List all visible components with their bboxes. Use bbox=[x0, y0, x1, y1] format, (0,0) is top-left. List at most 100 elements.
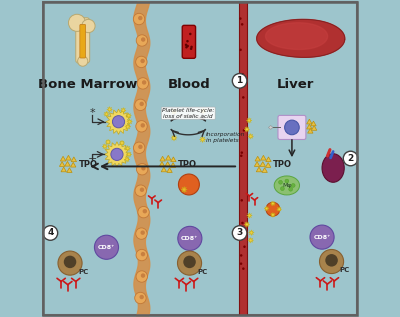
Text: TPO: TPO bbox=[273, 160, 292, 169]
FancyBboxPatch shape bbox=[182, 25, 196, 58]
Text: PC: PC bbox=[340, 267, 350, 273]
Circle shape bbox=[280, 187, 284, 191]
Circle shape bbox=[140, 59, 145, 63]
Circle shape bbox=[289, 187, 292, 191]
Circle shape bbox=[58, 251, 82, 275]
Polygon shape bbox=[199, 136, 206, 143]
Circle shape bbox=[185, 46, 188, 49]
Polygon shape bbox=[244, 222, 250, 227]
Circle shape bbox=[140, 188, 144, 192]
Circle shape bbox=[141, 166, 146, 171]
Polygon shape bbox=[246, 213, 252, 218]
Text: Bone Marrow: Bone Marrow bbox=[38, 77, 137, 91]
Polygon shape bbox=[171, 108, 177, 115]
Polygon shape bbox=[270, 201, 276, 206]
Polygon shape bbox=[127, 119, 132, 125]
Polygon shape bbox=[159, 162, 165, 166]
Circle shape bbox=[178, 226, 202, 250]
Polygon shape bbox=[308, 128, 313, 133]
Polygon shape bbox=[307, 119, 312, 124]
Circle shape bbox=[142, 80, 146, 85]
Circle shape bbox=[138, 145, 143, 149]
Circle shape bbox=[136, 35, 148, 46]
Polygon shape bbox=[125, 124, 130, 130]
Circle shape bbox=[240, 151, 243, 154]
Circle shape bbox=[190, 48, 192, 50]
Circle shape bbox=[232, 74, 247, 88]
Circle shape bbox=[136, 249, 148, 261]
Circle shape bbox=[240, 199, 243, 202]
Text: CD8⁺: CD8⁺ bbox=[181, 236, 198, 241]
Circle shape bbox=[241, 23, 244, 26]
Polygon shape bbox=[254, 162, 260, 166]
Circle shape bbox=[178, 251, 202, 275]
Polygon shape bbox=[171, 157, 176, 162]
Text: 3: 3 bbox=[236, 229, 243, 237]
Circle shape bbox=[136, 120, 147, 132]
Circle shape bbox=[310, 225, 334, 249]
Circle shape bbox=[325, 254, 338, 267]
Polygon shape bbox=[266, 23, 328, 49]
Polygon shape bbox=[119, 140, 125, 146]
Circle shape bbox=[138, 16, 142, 20]
Polygon shape bbox=[65, 161, 70, 166]
Polygon shape bbox=[268, 126, 273, 129]
Text: 2: 2 bbox=[348, 154, 354, 163]
Polygon shape bbox=[107, 107, 112, 112]
Polygon shape bbox=[170, 163, 176, 167]
Circle shape bbox=[266, 202, 280, 216]
Circle shape bbox=[140, 230, 145, 235]
Text: TPO: TPO bbox=[178, 160, 197, 169]
Circle shape bbox=[240, 254, 242, 257]
FancyBboxPatch shape bbox=[278, 115, 306, 139]
Polygon shape bbox=[126, 113, 132, 119]
Text: *: * bbox=[90, 108, 96, 119]
Circle shape bbox=[285, 179, 289, 183]
Circle shape bbox=[82, 19, 95, 33]
Circle shape bbox=[136, 271, 148, 282]
Circle shape bbox=[242, 267, 245, 270]
Circle shape bbox=[111, 148, 123, 160]
Circle shape bbox=[189, 33, 192, 35]
Ellipse shape bbox=[322, 154, 344, 182]
Text: Platelet life-cycle:
loss of sialic acid: Platelet life-cycle: loss of sialic acid bbox=[162, 108, 214, 119]
Circle shape bbox=[186, 40, 189, 42]
Circle shape bbox=[134, 142, 145, 153]
Polygon shape bbox=[246, 118, 252, 123]
Polygon shape bbox=[181, 186, 187, 193]
Circle shape bbox=[343, 151, 358, 166]
Circle shape bbox=[232, 226, 247, 240]
Polygon shape bbox=[264, 206, 269, 211]
Circle shape bbox=[243, 245, 246, 248]
Ellipse shape bbox=[274, 176, 300, 195]
Polygon shape bbox=[125, 146, 130, 151]
Polygon shape bbox=[120, 107, 126, 113]
Text: Blood: Blood bbox=[168, 77, 210, 91]
Circle shape bbox=[135, 292, 146, 304]
Circle shape bbox=[239, 49, 242, 51]
Polygon shape bbox=[277, 207, 282, 212]
Polygon shape bbox=[160, 156, 165, 161]
Circle shape bbox=[239, 17, 242, 20]
Circle shape bbox=[78, 56, 88, 66]
Polygon shape bbox=[161, 167, 166, 172]
Circle shape bbox=[136, 56, 147, 68]
Polygon shape bbox=[312, 126, 317, 130]
Circle shape bbox=[320, 249, 344, 274]
Polygon shape bbox=[248, 237, 254, 243]
Text: Mφ: Mφ bbox=[282, 183, 292, 188]
Polygon shape bbox=[105, 139, 111, 145]
Circle shape bbox=[279, 180, 282, 184]
Circle shape bbox=[135, 99, 146, 111]
Polygon shape bbox=[167, 168, 172, 172]
Circle shape bbox=[243, 129, 245, 132]
Circle shape bbox=[137, 78, 148, 89]
Polygon shape bbox=[165, 162, 170, 166]
Polygon shape bbox=[307, 124, 312, 129]
Circle shape bbox=[43, 226, 58, 240]
Polygon shape bbox=[126, 152, 132, 157]
Polygon shape bbox=[266, 163, 271, 167]
Text: PC: PC bbox=[78, 268, 88, 275]
Circle shape bbox=[140, 123, 145, 127]
Circle shape bbox=[183, 256, 196, 268]
